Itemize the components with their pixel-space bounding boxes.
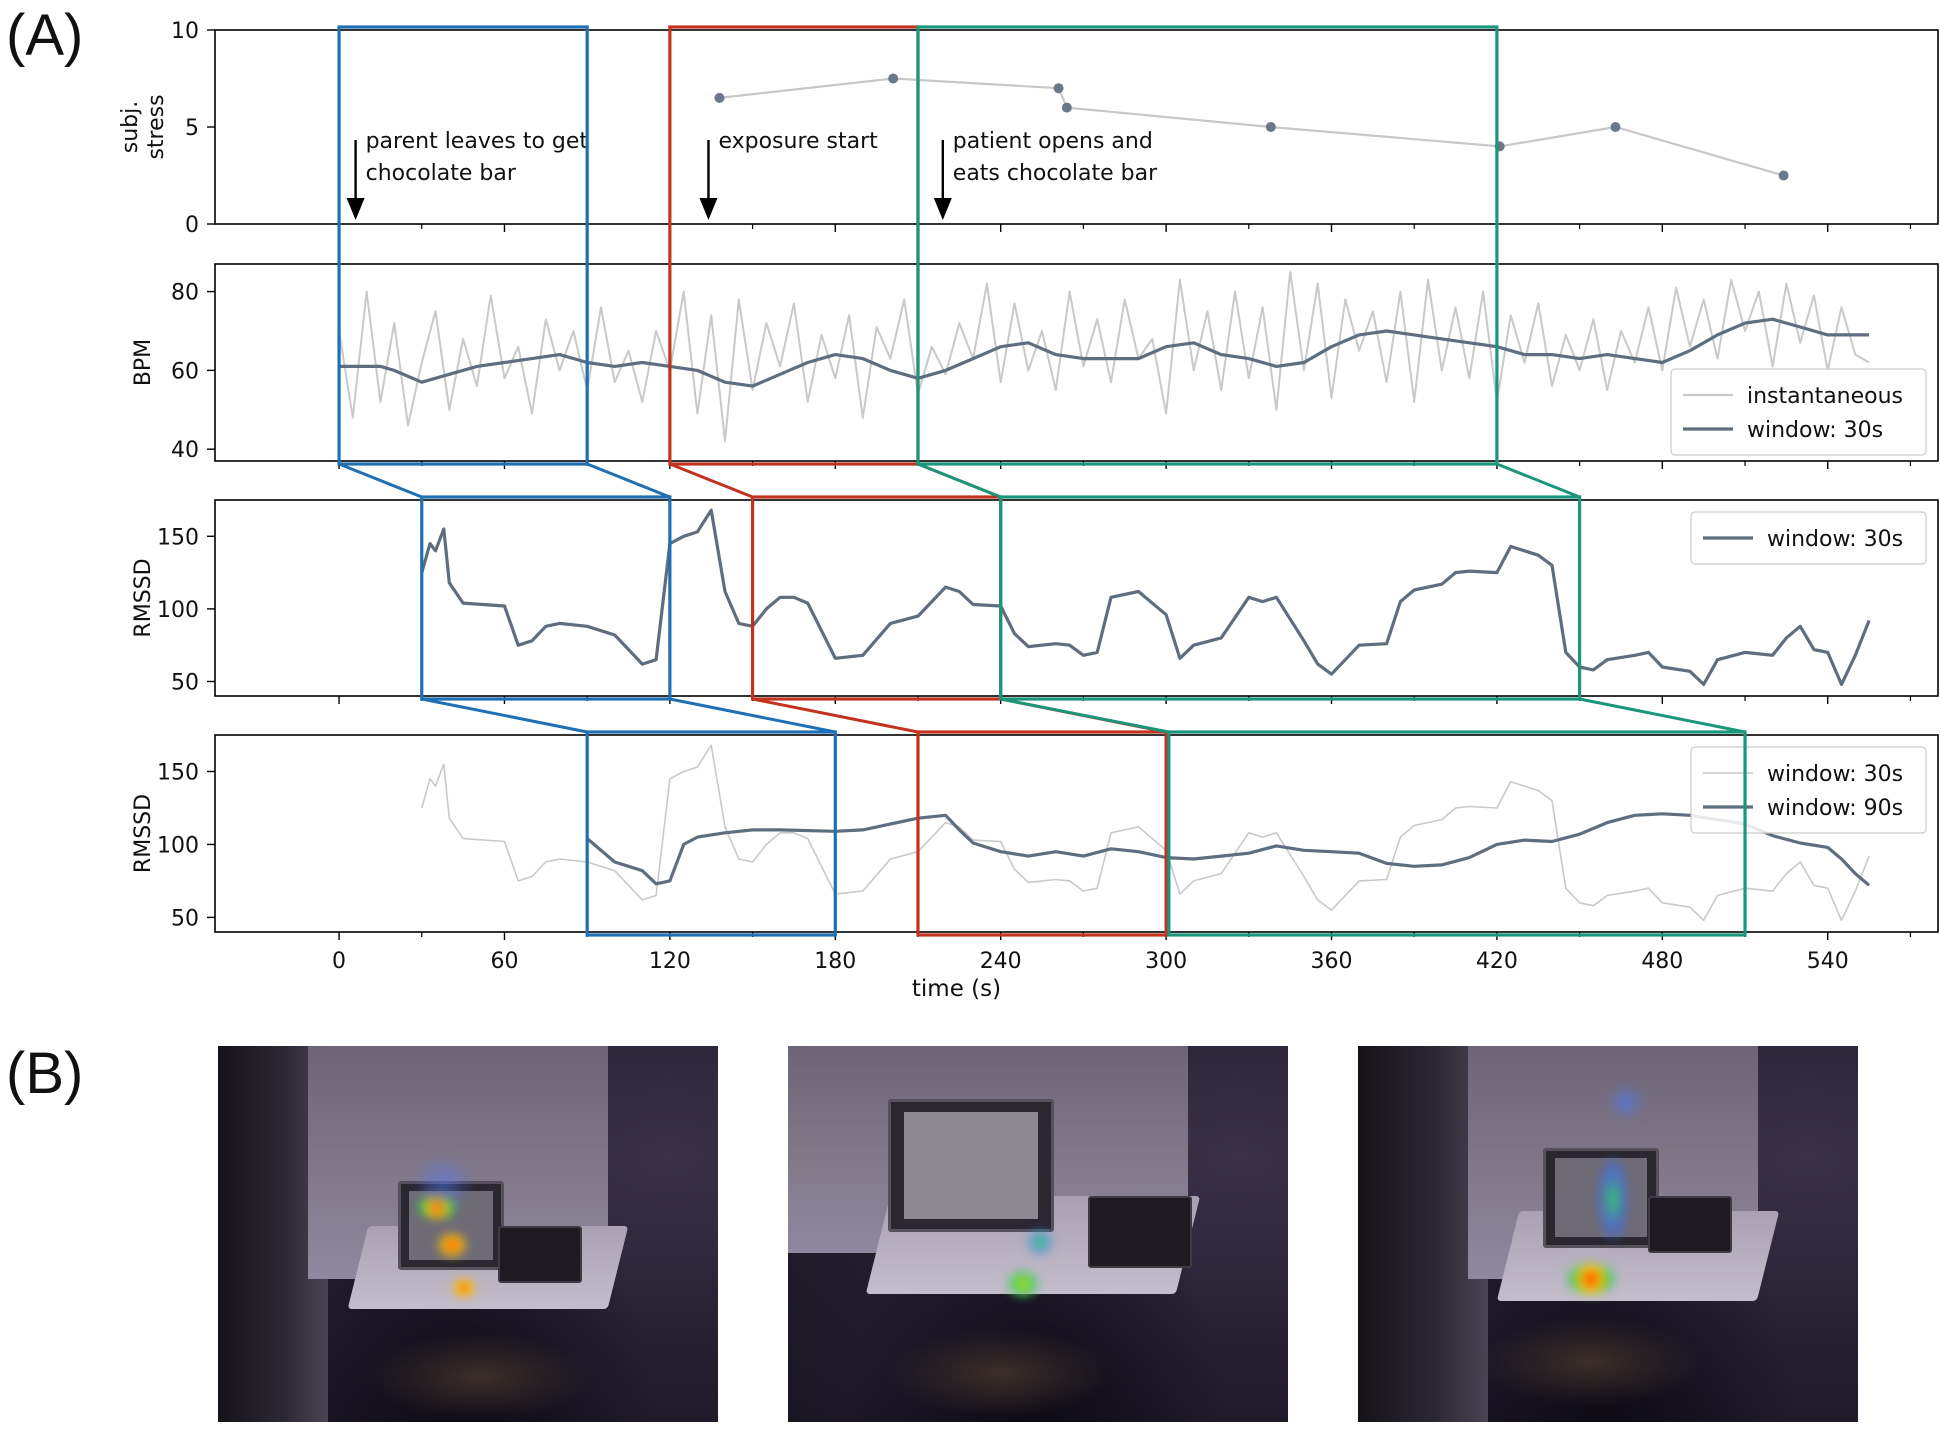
eye-tracking-photo-3: [1358, 1046, 1858, 1422]
plot-1: [207, 29, 1939, 232]
annotation-text: exposure start: [718, 129, 878, 154]
y-axis-label: RMSSD: [131, 794, 156, 873]
eye-tracking-photo-2: [788, 1046, 1288, 1422]
series-line-window-30s: [339, 317, 1870, 388]
annotation-text: parent leaves to get: [366, 129, 589, 154]
y-tick-label: 60: [171, 359, 199, 384]
y-axis-label: RMSSD: [131, 558, 156, 637]
x-tick-label: 180: [814, 949, 856, 974]
annotation-arrow-head: [933, 198, 952, 220]
panel-a-label: (A): [6, 3, 84, 68]
panel-b-label: (B): [6, 1041, 84, 1106]
window-connector: [917, 462, 1002, 499]
x-tick-label: 420: [1476, 949, 1518, 974]
window-connector: [1496, 462, 1581, 499]
legend-label: window: 90s: [1767, 796, 1903, 821]
annotation-text: chocolate bar: [366, 161, 517, 186]
x-tick-label: 300: [1145, 949, 1187, 974]
annotation-arrow-head: [346, 198, 365, 220]
x-tick-label: 540: [1807, 949, 1849, 974]
legend-box: [1690, 746, 1927, 834]
y-axis-label: BPM: [131, 339, 156, 386]
series-line-window-30s: [421, 744, 1870, 922]
window-connector: [338, 462, 423, 499]
window-box: [585, 730, 837, 937]
stress-point: [714, 92, 725, 103]
y-tick-label: 150: [157, 525, 199, 550]
legend-label: window: 30s: [1767, 527, 1903, 552]
y-tick-label: 50: [171, 670, 199, 695]
y-axis-label: subj.stress: [118, 94, 169, 159]
legend-label: instantaneous: [1747, 384, 1903, 409]
stress-point: [1061, 102, 1072, 113]
legend-label: window: 30s: [1767, 762, 1903, 787]
y-tick-label: 150: [157, 760, 199, 785]
legend-label: window: 30s: [1747, 418, 1883, 443]
stress-point: [888, 73, 899, 84]
window-connector: [1000, 697, 1170, 734]
legend-box: [1690, 511, 1927, 565]
stress-point: [1778, 170, 1789, 181]
series-line-instantaneous: [338, 270, 1870, 443]
x-tick-label: 360: [1311, 949, 1353, 974]
window-box: [916, 730, 1168, 937]
plot-3-frame: [214, 499, 1939, 697]
x-tick-label: 120: [649, 949, 691, 974]
x-axis-label: time (s): [912, 976, 1001, 1002]
y-tick-label: 0: [185, 213, 199, 238]
y-tick-label: 100: [157, 833, 199, 858]
window-connector: [586, 462, 671, 499]
window-highlight-green: [916, 25, 1747, 937]
series-line-window-30s: [420, 508, 1871, 687]
x-tick-label: 480: [1641, 949, 1683, 974]
plot-1-frame: [214, 29, 1939, 225]
annotation-text: eats chocolate bar: [953, 161, 1158, 186]
plots-layer: [207, 29, 1939, 940]
window-box: [1167, 730, 1747, 937]
window-highlight-blue: [337, 25, 837, 937]
window-box: [420, 495, 672, 701]
series-line-window-90s: [586, 812, 1871, 887]
y-tick-label: 100: [157, 598, 199, 623]
x-tick-label: 60: [490, 949, 518, 974]
plot-2-frame: [214, 263, 1939, 462]
window-connector: [421, 697, 588, 734]
window-connector: [669, 697, 836, 734]
plot-4-frame: [214, 734, 1939, 933]
window-box: [999, 495, 1582, 701]
y-tick-label: 50: [171, 906, 199, 931]
plot-2: [207, 263, 1939, 469]
y-tick-label: 10: [171, 19, 199, 44]
window-connector: [752, 697, 919, 734]
stress-point: [1610, 122, 1621, 132]
series-line-stress: [719, 77, 1784, 177]
y-tick-label: 40: [171, 438, 199, 463]
plot-4: [207, 734, 1939, 940]
y-tick-label: 80: [171, 281, 199, 306]
window-box: [668, 25, 920, 466]
x-tick-label: 0: [332, 949, 346, 974]
legend-box: [1670, 368, 1927, 456]
y-tick-label: 5: [185, 116, 199, 141]
window-connector: [1579, 697, 1746, 734]
eye-tracking-photo-1: [218, 1046, 718, 1422]
annotation-arrow-head: [699, 198, 718, 220]
window-box: [916, 25, 1499, 466]
x-tick-label: 240: [980, 949, 1022, 974]
stress-point: [1053, 83, 1064, 94]
window-box: [337, 25, 589, 466]
window-connector: [669, 462, 754, 499]
stress-point: [1265, 122, 1276, 132]
plot-3: [207, 499, 1939, 704]
annotation-text: patient opens and: [953, 129, 1153, 154]
